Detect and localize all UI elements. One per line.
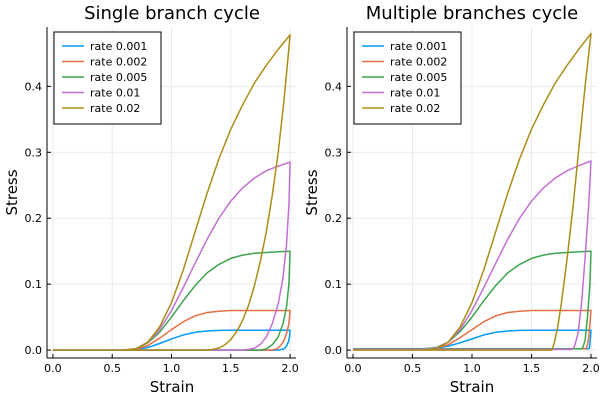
legend-entry-label: rate 0.02	[390, 102, 440, 115]
legend-box	[53, 31, 162, 125]
legend: rate 0.001 rate 0.002 rate 0.005 rate 0.01 r…	[53, 31, 162, 125]
y-tick-label: 0.2	[325, 212, 343, 225]
y-tick-label: 0.1	[325, 278, 343, 291]
chart-panel-single-branch: 0.0 0.5 1.0 1.5 2.0 0.0 0.1 0.2 0.3 0.4 Single bra…	[3, 3, 299, 396]
series-line-rate-0-002	[52, 309, 291, 351]
legend-entry-label: rate 0.005	[90, 71, 147, 84]
x-tick-label: 1.5	[523, 362, 541, 375]
legend-entry-label: rate 0.02	[90, 102, 140, 115]
y-tick-label: 0.4	[25, 80, 43, 93]
series-line-rate-0-01	[52, 161, 291, 351]
legend-entry-label: rate 0.01	[90, 87, 140, 100]
chart-panel-multiple-branches: 0.0 0.5 1.0 1.5 2.0 0.0 0.1 0.2 0.3 0.4 Multiple b…	[303, 3, 600, 396]
legend-entry-label: rate 0.01	[390, 87, 440, 100]
series-line-rate-0-005	[353, 250, 592, 350]
series-line-rate-0-02	[52, 34, 291, 351]
y-axis-label: Stress	[3, 169, 21, 215]
x-tick-label: 0.5	[404, 362, 422, 375]
legend-entry-label: rate 0.002	[90, 56, 147, 69]
legend-entry-label: rate 0.005	[390, 71, 447, 84]
legend-entry-label: rate 0.001	[390, 40, 447, 53]
chart-title: Multiple branches cycle	[366, 3, 578, 24]
x-tick-label: 0.5	[103, 362, 121, 375]
y-tick-label: 0.0	[325, 344, 343, 357]
y-tick-label: 0.0	[25, 344, 43, 357]
series-line-rate-0-02	[353, 32, 592, 351]
x-axis-label: Strain	[450, 378, 494, 396]
series-line-rate-0-001	[353, 329, 592, 350]
y-axis-label: Stress	[303, 169, 321, 215]
series-line-rate-0-001	[52, 329, 291, 351]
x-axis-label: Strain	[150, 378, 194, 396]
y-tick-label: 0.1	[25, 278, 43, 291]
x-tick-label: 1.0	[463, 362, 481, 375]
x-tick-label: 1.0	[163, 362, 181, 375]
y-tick-label: 0.4	[325, 80, 343, 93]
legend: rate 0.001 rate 0.002 rate 0.005 rate 0.01 r…	[353, 31, 462, 125]
series-line-rate-0-005	[52, 250, 291, 351]
x-tick-label: 1.5	[222, 362, 240, 375]
x-tick-label: 2.0	[582, 362, 600, 375]
x-tick-label: 2.0	[281, 362, 299, 375]
chart-title: Single branch cycle	[84, 3, 260, 24]
legend-entry-label: rate 0.002	[390, 56, 447, 69]
x-tick-label: 0.0	[344, 362, 362, 375]
x-tick-label: 0.0	[44, 362, 62, 375]
series-line-rate-0-002	[353, 309, 592, 350]
series-line-rate-0-01	[353, 160, 592, 351]
legend-entry-label: rate 0.001	[90, 40, 147, 53]
y-tick-label: 0.3	[25, 146, 43, 159]
y-tick-label: 0.3	[325, 146, 343, 159]
y-tick-label: 0.2	[25, 212, 43, 225]
